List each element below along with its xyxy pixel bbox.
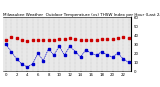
Text: Milwaukee Weather  Outdoor Temperature (vs) THSW Index per Hour (Last 24 Hours): Milwaukee Weather Outdoor Temperature (v… <box>3 13 160 17</box>
